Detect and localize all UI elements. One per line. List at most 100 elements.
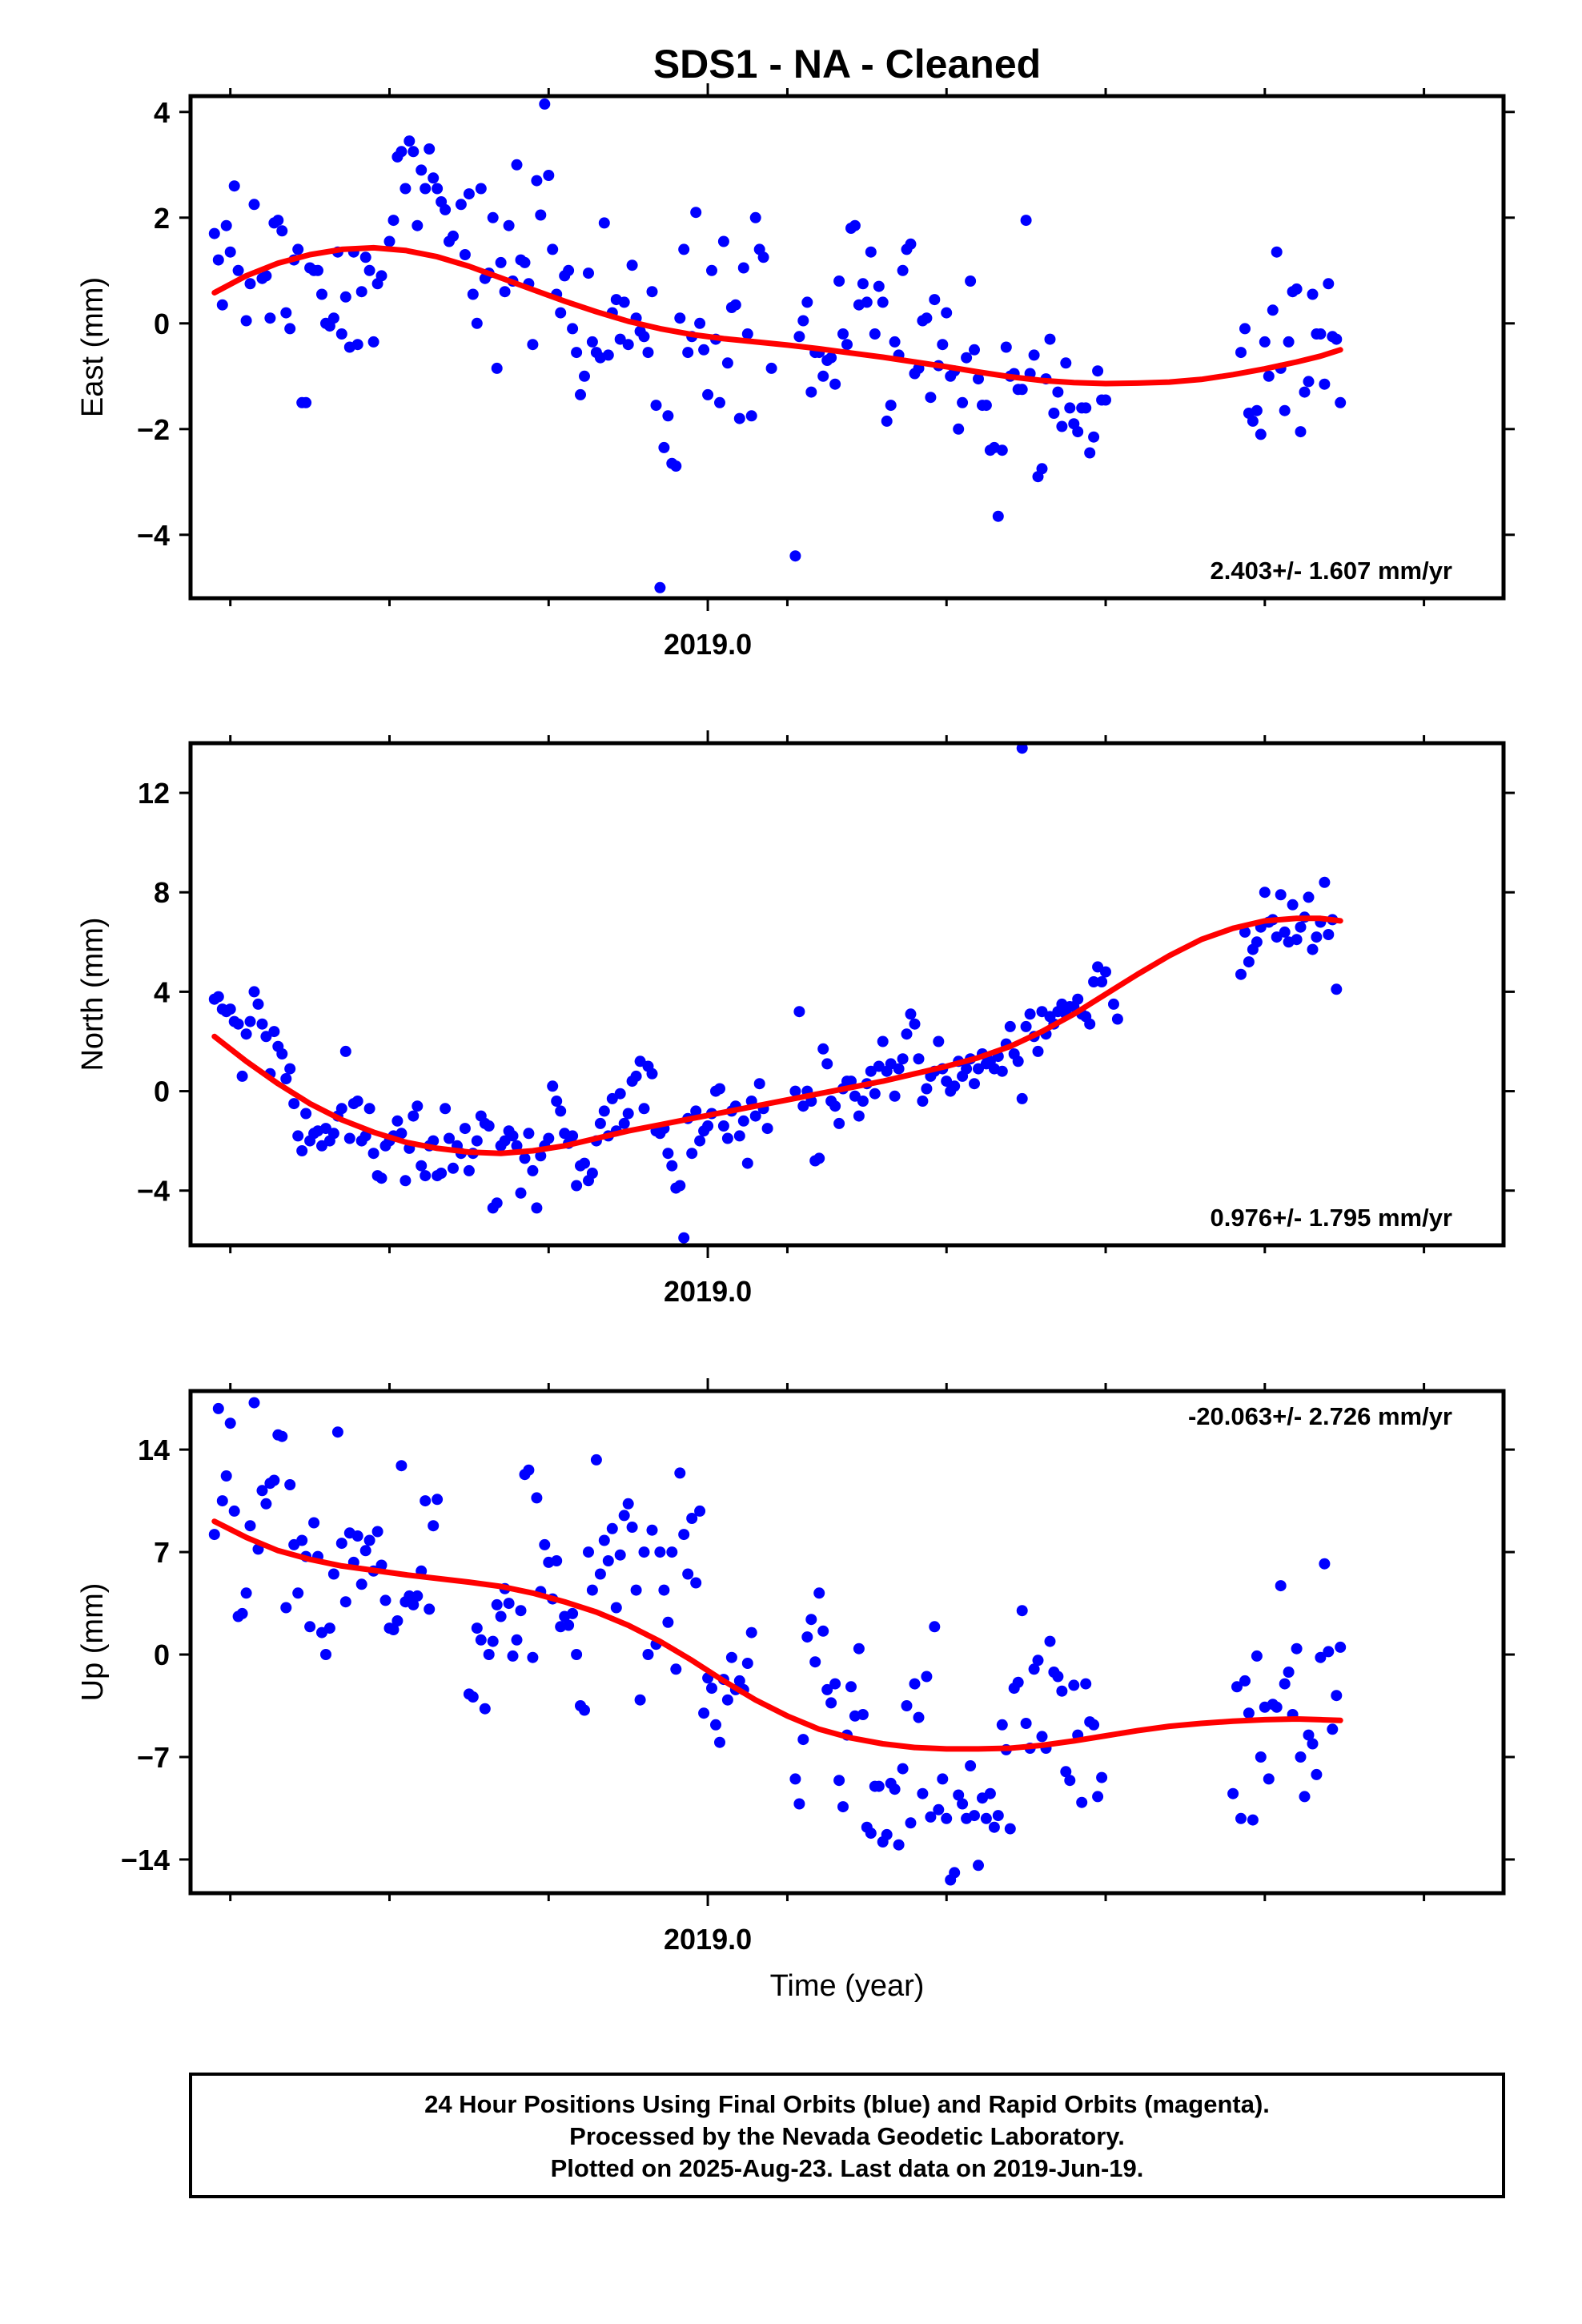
north-data-point bbox=[339, 1045, 351, 1057]
north-data-point bbox=[276, 1048, 288, 1059]
east-data-point bbox=[1016, 384, 1028, 396]
north-data-point bbox=[1287, 899, 1299, 911]
up-data-point bbox=[1235, 1812, 1247, 1824]
up-data-point bbox=[216, 1495, 228, 1507]
north-data-point bbox=[901, 1028, 913, 1040]
north-data-point bbox=[821, 1058, 833, 1070]
up-data-point bbox=[893, 1839, 905, 1851]
east-data-point bbox=[272, 215, 284, 227]
up-data-point bbox=[741, 1658, 753, 1669]
north-points bbox=[208, 743, 1343, 1244]
east-frame bbox=[188, 94, 1506, 601]
east-data-point bbox=[1279, 404, 1291, 416]
east-data-point bbox=[841, 339, 853, 351]
east-data-point bbox=[459, 249, 471, 260]
north-data-point bbox=[622, 1108, 634, 1120]
footer-box bbox=[189, 2073, 1505, 2198]
up-data-point bbox=[797, 1734, 809, 1746]
up-data-point bbox=[714, 1736, 725, 1748]
up-data-point bbox=[495, 1610, 507, 1622]
east-data-point bbox=[216, 299, 228, 311]
east-data-point bbox=[654, 581, 666, 593]
east-data-point bbox=[793, 331, 805, 343]
east-data-point bbox=[670, 460, 682, 472]
up-data-point bbox=[710, 1719, 721, 1731]
east-data-point bbox=[980, 400, 992, 412]
north-data-point bbox=[961, 1063, 973, 1075]
north-data-point bbox=[232, 1018, 244, 1030]
up-points bbox=[208, 1397, 1347, 1886]
north-data-point bbox=[567, 1130, 579, 1142]
north-ytick-label: 12 bbox=[138, 777, 170, 810]
up-data-point bbox=[610, 1602, 622, 1614]
east-data-point bbox=[690, 207, 702, 219]
up-data-point bbox=[515, 1605, 527, 1617]
east-data-point bbox=[284, 323, 296, 335]
east-data-point bbox=[973, 373, 984, 385]
north-data-point bbox=[1020, 1020, 1032, 1032]
up-data-point bbox=[941, 1812, 953, 1824]
up-data-point bbox=[1064, 1775, 1076, 1787]
up-data-point bbox=[1088, 1719, 1100, 1731]
up-data-point bbox=[240, 1587, 252, 1599]
north-data-point bbox=[300, 1108, 312, 1120]
up-data-point bbox=[1311, 1768, 1323, 1780]
east-data-point bbox=[567, 323, 579, 335]
up-data-point bbox=[224, 1417, 236, 1429]
north-data-point bbox=[702, 1120, 714, 1132]
up-data-point bbox=[1299, 1791, 1311, 1803]
north-data-point bbox=[1303, 891, 1315, 903]
up-data-point bbox=[881, 1828, 893, 1840]
up-data-point bbox=[1327, 1723, 1339, 1735]
up-data-point bbox=[682, 1568, 694, 1580]
up-data-point bbox=[917, 1787, 929, 1799]
north-data-point bbox=[996, 1065, 1008, 1077]
east-data-point bbox=[992, 510, 1004, 522]
up-data-point bbox=[471, 1622, 483, 1634]
east-data-point bbox=[547, 243, 559, 255]
up-data-point bbox=[721, 1694, 733, 1706]
up-data-point bbox=[1036, 1731, 1048, 1743]
up-data-point bbox=[527, 1651, 539, 1663]
north-data-point bbox=[749, 1110, 761, 1122]
east-rate-label: 2.403+/- 1.607 mm/yr bbox=[1211, 557, 1452, 585]
north-data-point bbox=[416, 1160, 428, 1172]
east-data-point bbox=[865, 246, 877, 258]
east-data-point bbox=[765, 362, 777, 374]
up-panel: 14 7 0 −7 −14 2019.0 Up (mm) -20.063+/- 2.726 m… bbox=[76, 1378, 1515, 1956]
up-data-point bbox=[793, 1798, 805, 1810]
north-data-point bbox=[909, 1018, 921, 1030]
up-data-point bbox=[1012, 1676, 1024, 1688]
east-data-point bbox=[598, 217, 610, 229]
north-data-point bbox=[396, 1128, 408, 1140]
north-data-point bbox=[694, 1135, 706, 1147]
north-data-point bbox=[721, 1132, 733, 1144]
east-data-point bbox=[1251, 404, 1263, 416]
up-data-point bbox=[503, 1598, 515, 1610]
east-data-point bbox=[363, 264, 375, 276]
east-data-point bbox=[698, 344, 710, 356]
up-data-point bbox=[686, 1513, 698, 1524]
up-data-point bbox=[539, 1538, 551, 1550]
north-data-point bbox=[829, 1100, 841, 1112]
east-data-point bbox=[678, 243, 690, 255]
east-data-point bbox=[1239, 323, 1251, 335]
north-data-point bbox=[391, 1115, 404, 1127]
up-data-point bbox=[638, 1546, 650, 1558]
up-data-point bbox=[408, 1598, 420, 1610]
up-data-point bbox=[280, 1602, 292, 1614]
up-data-point bbox=[1283, 1667, 1295, 1678]
east-data-point bbox=[1335, 396, 1347, 408]
east-data-point bbox=[312, 264, 323, 276]
east-data-point bbox=[1020, 215, 1032, 227]
up-data-point bbox=[857, 1709, 869, 1720]
north-data-point bbox=[1096, 976, 1108, 987]
east-data-point bbox=[248, 199, 260, 211]
north-data-point bbox=[471, 1135, 483, 1147]
up-data-point bbox=[1243, 1707, 1255, 1719]
east-data-point bbox=[937, 339, 949, 351]
east-data-point bbox=[563, 264, 575, 276]
east-data-point bbox=[694, 317, 706, 329]
east-data-point bbox=[602, 349, 614, 361]
east-data-point bbox=[424, 143, 436, 155]
